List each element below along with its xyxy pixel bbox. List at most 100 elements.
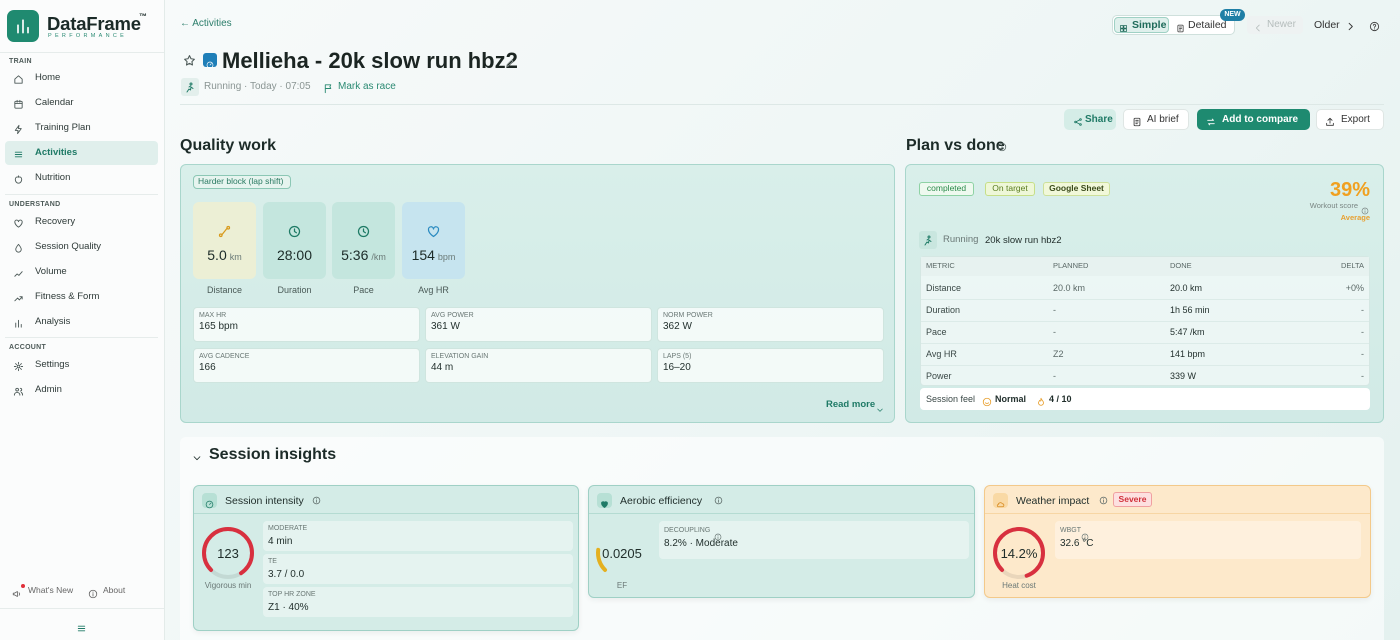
icon-svg — [1326, 117, 1334, 126]
icon-shape — [714, 533, 722, 540]
icon-shape — [1123, 28, 1127, 32]
stat-label: TE — [268, 558, 277, 566]
action-button[interactable] — [1064, 109, 1116, 130]
status-badge — [1043, 182, 1110, 196]
nav-label: Calendar — [35, 97, 74, 109]
icon-svg — [14, 271, 23, 277]
icon-svg — [14, 175, 23, 184]
icon-svg — [1099, 496, 1108, 505]
nav-item[interactable] — [5, 260, 158, 284]
stat-value: 165 bpm — [199, 321, 238, 332]
column-header: DELTA — [1340, 260, 1364, 270]
icon-shape — [14, 151, 23, 158]
nav-item[interactable] — [5, 91, 158, 115]
nav-item[interactable] — [5, 353, 158, 377]
metric-unit: km — [229, 252, 242, 262]
plan-workout: 20k slow run hbz2 — [985, 235, 1062, 247]
icon-shape — [14, 271, 23, 277]
table-cell: - — [1361, 348, 1364, 359]
icon-shape — [877, 408, 883, 412]
action-label: Share — [1085, 114, 1113, 125]
status-badge-text: On target — [992, 183, 1028, 194]
icon — [505, 55, 515, 67]
nav-item[interactable] — [5, 166, 158, 190]
icon-shape — [184, 55, 195, 66]
icon-shape — [992, 527, 1045, 579]
nav-label: Home — [35, 72, 61, 84]
icon — [714, 528, 722, 540]
icon — [13, 384, 24, 396]
icon — [1253, 20, 1263, 32]
card-divider — [985, 513, 1370, 514]
table-cell: - — [1053, 370, 1056, 381]
nav-item[interactable] — [5, 141, 158, 165]
metric-value: 154 — [411, 247, 435, 263]
nav-item[interactable] — [5, 378, 158, 402]
nav-section-title: UNDERSTAND — [9, 201, 61, 209]
icon-svg — [982, 397, 992, 407]
stat-box — [657, 348, 884, 383]
nav-item[interactable] — [5, 66, 158, 90]
icon-svg — [218, 225, 231, 238]
toggle-active[interactable] — [1114, 17, 1169, 33]
nav-item[interactable] — [5, 310, 158, 334]
nav-button-label[interactable]: Older — [1314, 18, 1340, 31]
table-cell: Duration — [926, 304, 961, 315]
icon-svg — [12, 591, 21, 597]
nav-item[interactable] — [5, 210, 158, 234]
icon-shape — [1075, 119, 1081, 125]
icon-shape — [596, 527, 648, 579]
icon-svg — [877, 408, 883, 412]
icon — [1345, 19, 1356, 31]
stat-label: AVG POWER — [431, 312, 474, 320]
icon-shape — [1348, 22, 1353, 31]
icon-shape — [1326, 117, 1334, 126]
icon-shape — [12, 591, 21, 597]
icon-svg — [186, 82, 194, 93]
footer-link[interactable]: What's New — [28, 585, 74, 596]
icon-shape — [1038, 397, 1044, 406]
read-more[interactable]: Read more — [826, 399, 876, 411]
icon — [183, 54, 196, 67]
icon-shape — [13, 361, 24, 372]
notification-dot — [21, 584, 25, 588]
back-link[interactable]: ← Activities — [180, 18, 232, 29]
icon-shape — [312, 496, 321, 505]
sport-icon — [919, 231, 937, 249]
metric-unit: bpm — [437, 252, 456, 262]
icon — [205, 496, 214, 509]
column-header: PLANNED — [1053, 260, 1089, 270]
icon-svg — [992, 527, 1045, 579]
icon — [1119, 20, 1128, 32]
mark-race[interactable]: Mark as race — [338, 81, 396, 92]
nav-button[interactable] — [1247, 16, 1303, 34]
icon-svg — [17, 19, 29, 34]
icon-shape — [601, 501, 608, 508]
icon — [13, 172, 24, 184]
section-title: Session insights — [209, 445, 337, 463]
metric-value-row: 5.0 km — [193, 247, 256, 265]
stat-label: AVG CADENCE — [199, 353, 250, 361]
icon — [13, 147, 24, 158]
icon-shape — [77, 625, 86, 632]
icon-svg — [88, 589, 98, 599]
icon-shape — [997, 142, 1007, 152]
severity-badge — [1113, 492, 1152, 507]
toggle-option[interactable]: Detailed — [1188, 18, 1227, 31]
icon — [1081, 528, 1089, 540]
plan-sport: Running — [943, 234, 979, 246]
table-cell: 339 W — [1170, 370, 1197, 381]
icon-svg — [427, 226, 440, 238]
footer-link[interactable]: About — [103, 585, 126, 596]
icon-shape — [88, 589, 98, 599]
stat-label: WBGT — [1060, 527, 1081, 535]
metric-label: Avg HR — [418, 284, 449, 295]
icon-shape — [14, 99, 23, 105]
icon — [312, 492, 321, 505]
action-button[interactable] — [1197, 109, 1310, 130]
icon-shape — [186, 85, 194, 93]
icon-svg — [324, 84, 332, 94]
stat-value: 3.7 / 0.0 — [268, 569, 305, 580]
table-cell: 141 bpm — [1170, 348, 1206, 359]
metric-value-row: 5:36/km — [332, 247, 395, 265]
